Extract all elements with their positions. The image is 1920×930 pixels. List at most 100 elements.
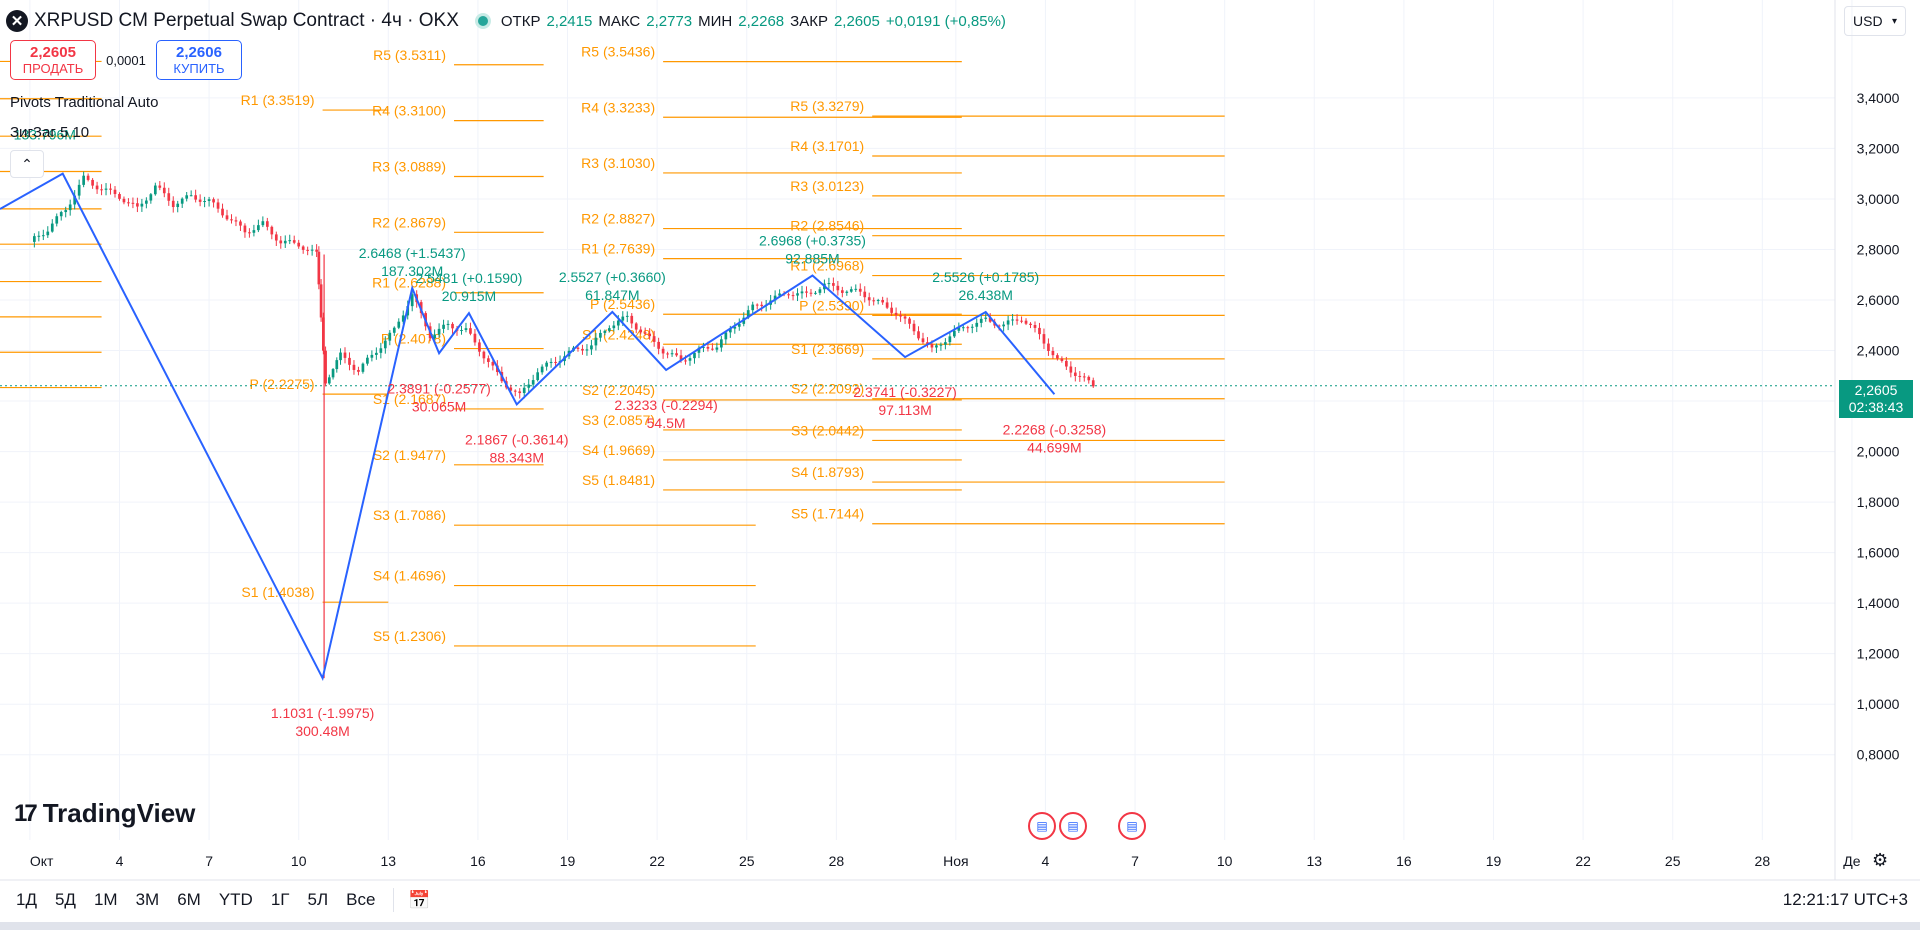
currency-select[interactable]: USD ▾ xyxy=(1844,6,1906,36)
candle-body xyxy=(194,195,197,200)
candle-body xyxy=(491,361,495,366)
y-tick-label: 1,4000 xyxy=(1857,595,1900,611)
candle-body xyxy=(442,324,445,329)
candle-body xyxy=(957,327,961,331)
pivot-label: S3 (2.0442) xyxy=(791,422,864,438)
range-1y-button[interactable]: 1Г xyxy=(270,890,290,909)
candle-body xyxy=(518,391,522,394)
candle-body xyxy=(984,317,988,319)
x-tick-label: Ноя xyxy=(943,853,968,869)
pivot-label: P (2.2275) xyxy=(249,376,314,392)
clock-timezone[interactable]: 12:21:17 UTC+3 xyxy=(1782,890,1908,909)
candle-body xyxy=(225,215,229,220)
us-flag-event-icon[interactable]: ▤ xyxy=(1059,812,1087,840)
candle-body xyxy=(317,251,321,285)
range-ytd-button[interactable]: YTD xyxy=(218,890,253,909)
candle-body xyxy=(581,348,584,351)
range-all-button[interactable]: Все xyxy=(346,890,376,909)
candle-body xyxy=(473,333,477,343)
candle-body xyxy=(392,327,396,333)
x-tick-label: 7 xyxy=(1131,853,1139,869)
candle-body xyxy=(675,353,678,356)
range-1m-button[interactable]: 1М xyxy=(93,890,118,909)
pivot-label: S5 (1.8481) xyxy=(582,472,655,488)
indicator-zigzag[interactable]: ЗигЗаг 5 10 xyxy=(10,124,90,141)
range-1d-button[interactable]: 1Д xyxy=(16,890,37,909)
candle-body xyxy=(410,294,414,307)
candle-body xyxy=(527,384,531,388)
candle-body xyxy=(760,304,764,306)
candle-body xyxy=(787,294,790,296)
zigzag-volume-label: 44.699M xyxy=(1027,439,1081,455)
candle-body xyxy=(612,325,616,329)
y-tick-label: 0,8000 xyxy=(1857,747,1900,763)
candle-body xyxy=(554,361,557,363)
candle-body xyxy=(540,366,544,373)
candle-body xyxy=(446,323,450,325)
candle-body xyxy=(176,203,180,208)
zigzag-swing-label: 2.6468 (+1.5437) xyxy=(359,245,466,261)
currency-label: USD xyxy=(1853,13,1883,29)
pivot-lines: R4 (3.5444)R3 (3.3965)R2 (3.2485)R1 (3.1… xyxy=(0,44,1225,647)
candle-body xyxy=(234,220,238,222)
candle-body xyxy=(791,295,795,297)
last-price-tag: 2,2605 02:38:43 xyxy=(1839,380,1913,418)
range-5d-button[interactable]: 5Д xyxy=(54,890,76,909)
zigzag-swing-label: 2.6968 (+0.3735) xyxy=(759,233,866,249)
symbol-title[interactable]: XRPUSD CM Perpetual Swap Contract · 4ч ·… xyxy=(34,10,459,31)
candle-body xyxy=(257,225,260,231)
zigzag-line xyxy=(0,172,1056,682)
candle-body xyxy=(867,297,871,301)
y-tick-label: 2,4000 xyxy=(1857,343,1900,359)
x-tick-label: 4 xyxy=(1042,853,1050,869)
calendar-goto-icon[interactable]: 📅 xyxy=(408,889,431,910)
candle-body xyxy=(845,291,849,293)
x-tick-label: 10 xyxy=(1217,853,1233,869)
chart-grid xyxy=(0,0,1853,840)
time-range-bar: 1Д 5Д 1М 3М 6М YTD 1Г 5Л Все 📅 xyxy=(0,882,1920,918)
sell-button[interactable]: 2,2605 ПРОДАТЬ xyxy=(10,40,96,80)
candle-body xyxy=(854,288,858,290)
ohlc-low-label: МИН xyxy=(698,12,733,30)
candle-body xyxy=(796,293,799,296)
candle-body xyxy=(814,292,817,294)
collapse-indicators-button[interactable]: ⌃ xyxy=(10,150,44,178)
candle-body xyxy=(661,348,665,354)
x-tick-label: Окт xyxy=(30,853,54,869)
range-5y-button[interactable]: 5Л xyxy=(307,890,329,909)
spread-value: 0,0001 xyxy=(106,52,146,68)
candle-body xyxy=(324,350,327,384)
candle-body xyxy=(127,202,130,204)
candle-body xyxy=(469,328,472,334)
buy-button[interactable]: 2,2606 КУПИТЬ xyxy=(156,40,242,80)
zigzag-swing-label: 1.1031 (-1.9975) xyxy=(271,705,375,721)
zigzag-volume-label: 133.796M xyxy=(14,127,76,143)
chevron-down-icon: ▾ xyxy=(1891,15,1897,27)
candle-body xyxy=(616,320,620,326)
pivot-label: P (2.5436) xyxy=(590,296,655,312)
candle-body xyxy=(64,210,68,213)
candle-body xyxy=(912,323,916,332)
pivot-label: R5 (3.3279) xyxy=(790,98,864,114)
us-flag-event-icon[interactable]: ▤ xyxy=(1118,812,1146,840)
candle-body xyxy=(1056,355,1059,359)
tradingview-logo[interactable]: 17 TradingView xyxy=(14,798,195,829)
last-price-value: 2,2605 xyxy=(1854,382,1898,398)
pivot-label: S4 (1.8793) xyxy=(791,464,864,480)
us-flag-event-icon[interactable]: ▤ xyxy=(1028,812,1056,840)
indicator-pivots[interactable]: Pivots Traditional Auto xyxy=(10,94,159,111)
gear-icon[interactable]: ⚙ xyxy=(1872,850,1889,870)
zigzag-swing-label: 2.2268 (-0.3258) xyxy=(1003,421,1107,437)
zigzag-volume-label: 300.48M xyxy=(295,723,349,739)
pivot-label: S4 (1.4696) xyxy=(373,568,446,584)
range-3m-button[interactable]: 3М xyxy=(135,890,160,909)
candle-body xyxy=(836,285,840,291)
candle-body xyxy=(397,321,401,328)
candle-body xyxy=(1002,324,1005,327)
ohlc-high-label: МАКС xyxy=(598,12,641,30)
x-tick-label: 10 xyxy=(291,853,307,869)
pivot-label: R2 (2.8679) xyxy=(372,214,446,230)
candle-body xyxy=(343,352,347,358)
range-6m-button[interactable]: 6М xyxy=(177,890,201,909)
